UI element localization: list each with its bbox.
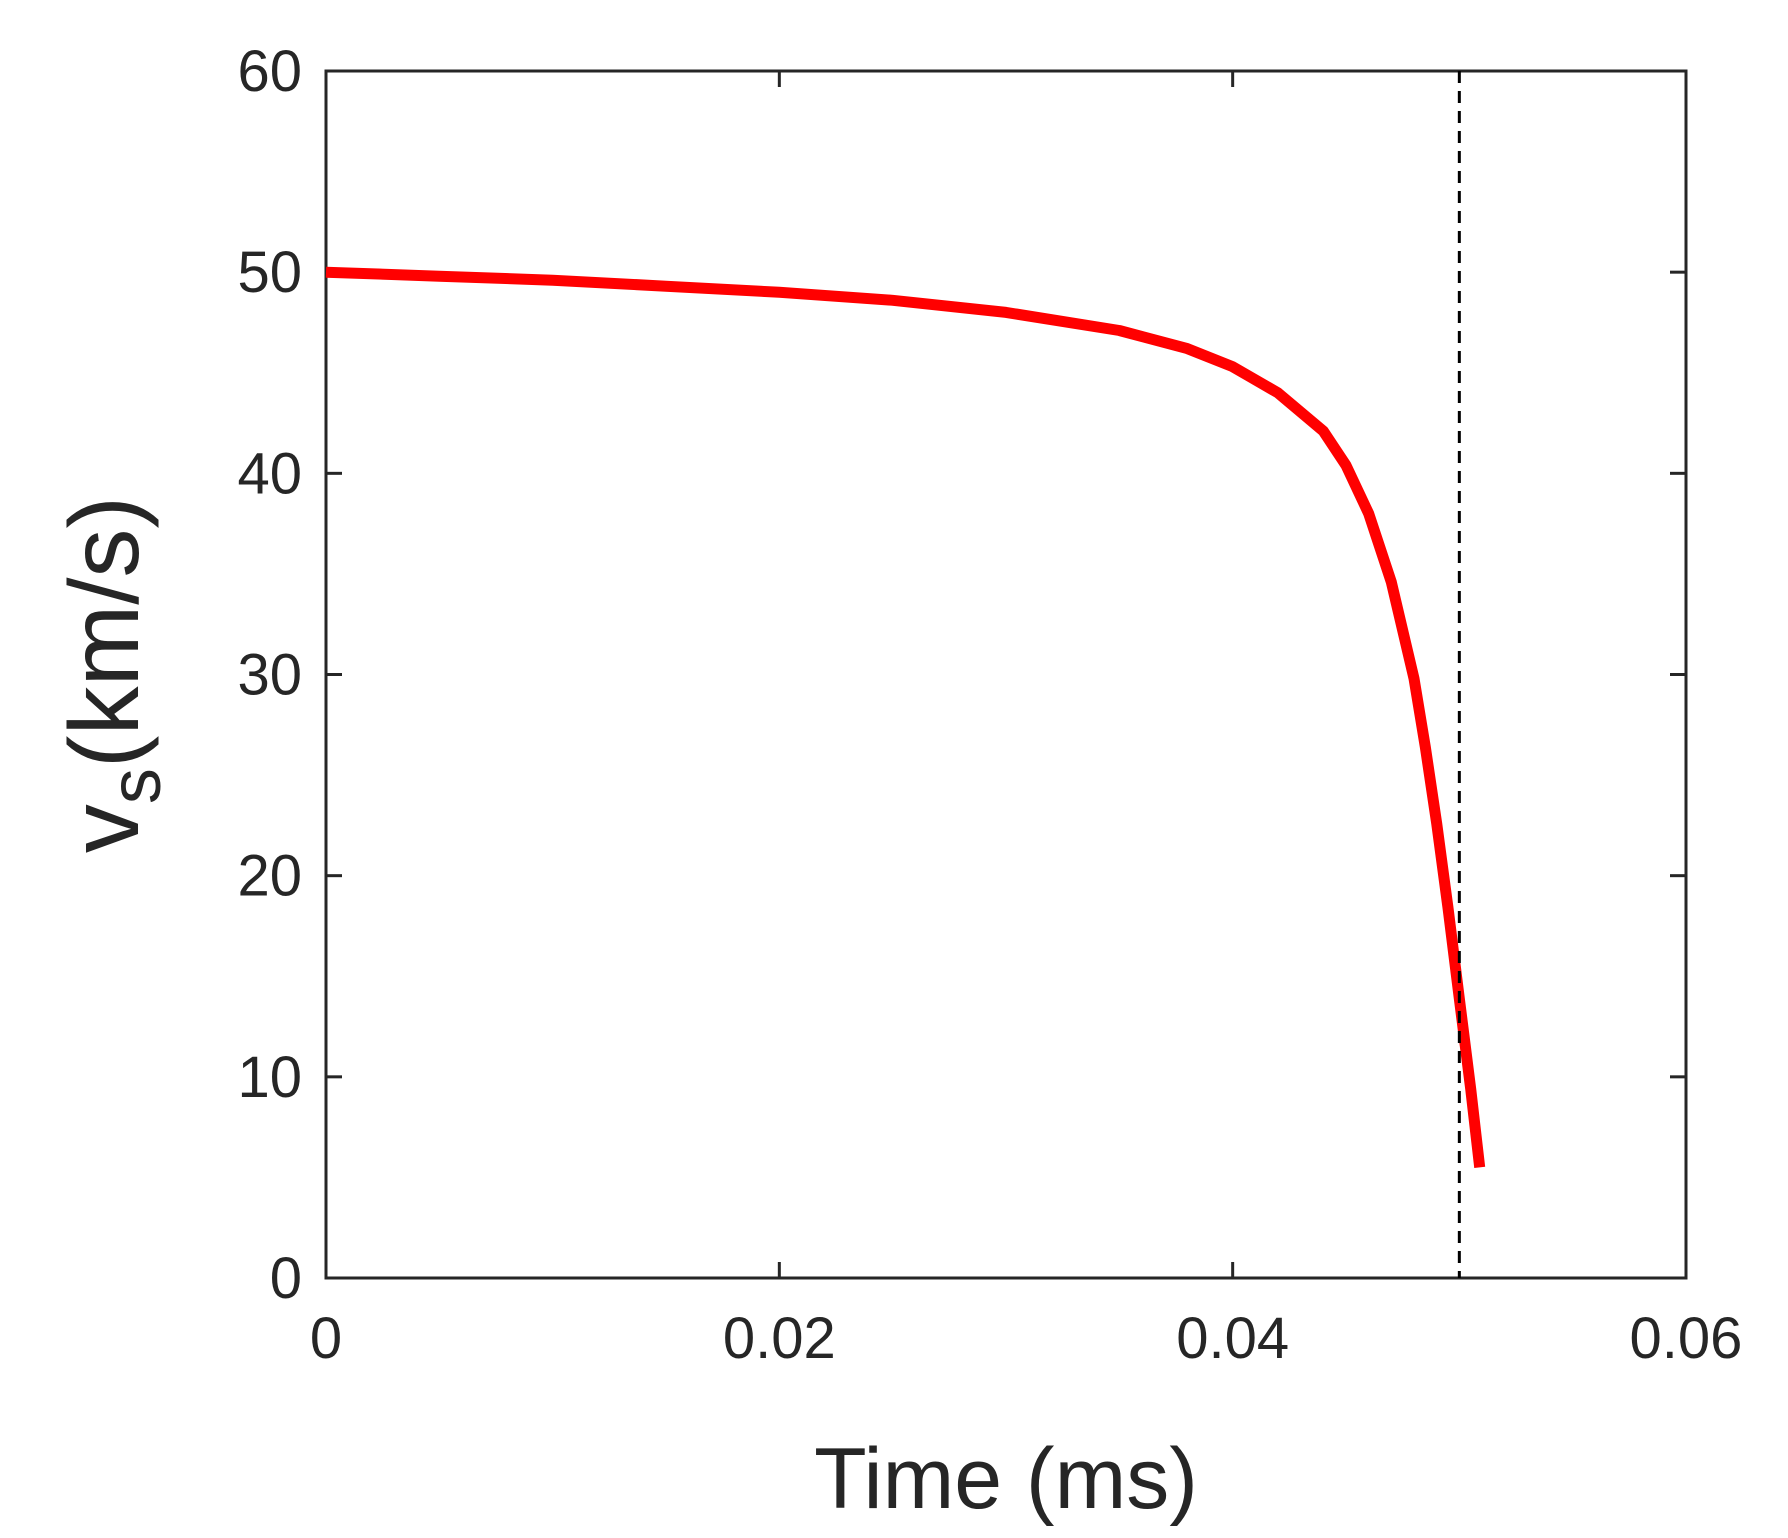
y-tick-label: 10 xyxy=(237,1045,302,1110)
y-tick-label: 30 xyxy=(237,643,302,708)
y-axis-title: vs(km/s) xyxy=(49,496,176,853)
series-layer xyxy=(325,266,1486,1169)
svg-text:vs(km/s): vs(km/s) xyxy=(49,496,176,853)
y-tick-label: 0 xyxy=(270,1246,302,1311)
axis-ticks xyxy=(324,69,1688,1280)
y-axis-title-unit: (km/s) xyxy=(49,496,159,768)
y-tick-label: 60 xyxy=(237,39,302,104)
y-tick-label: 50 xyxy=(237,240,302,305)
tick-labels: 0 0.02 0.04 0.06 0 10 20 30 40 50 60 xyxy=(237,39,1742,1371)
x-axis-title: Time (ms) xyxy=(814,1431,1198,1527)
y-axis-title-main: v xyxy=(49,804,159,853)
x-tick-label: 0.02 xyxy=(723,1306,836,1371)
x-tick-label: 0 xyxy=(310,1306,342,1371)
series-line xyxy=(325,266,1486,1169)
x-tick-label: 0.06 xyxy=(1630,1306,1743,1371)
y-axis-title-subscript: s xyxy=(96,768,176,804)
y-tick-label: 20 xyxy=(237,844,302,909)
y-tick-label: 40 xyxy=(237,441,302,506)
x-tick-label: 0.04 xyxy=(1176,1306,1289,1371)
